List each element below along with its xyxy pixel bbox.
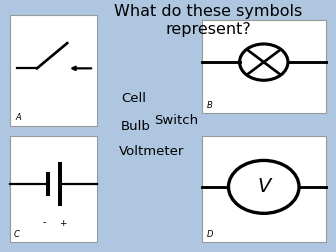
Text: A: A [15,113,21,122]
Text: B: B [207,101,212,110]
Text: Cell: Cell [121,92,146,105]
Bar [202,20,326,113]
Circle shape [228,161,299,213]
Text: D: D [207,230,213,239]
Circle shape [240,44,288,80]
Text: -: - [43,217,46,228]
Bar [10,15,97,126]
Text: What do these symbols
represent?: What do these symbols represent? [114,4,302,37]
Text: +: + [59,218,67,228]
Bar [202,136,326,242]
Text: V: V [257,177,270,196]
Text: C: C [14,230,20,239]
Text: Switch: Switch [155,114,199,128]
Bar [10,136,97,242]
Text: Voltmeter: Voltmeter [119,145,185,158]
Text: Bulb: Bulb [121,119,151,133]
